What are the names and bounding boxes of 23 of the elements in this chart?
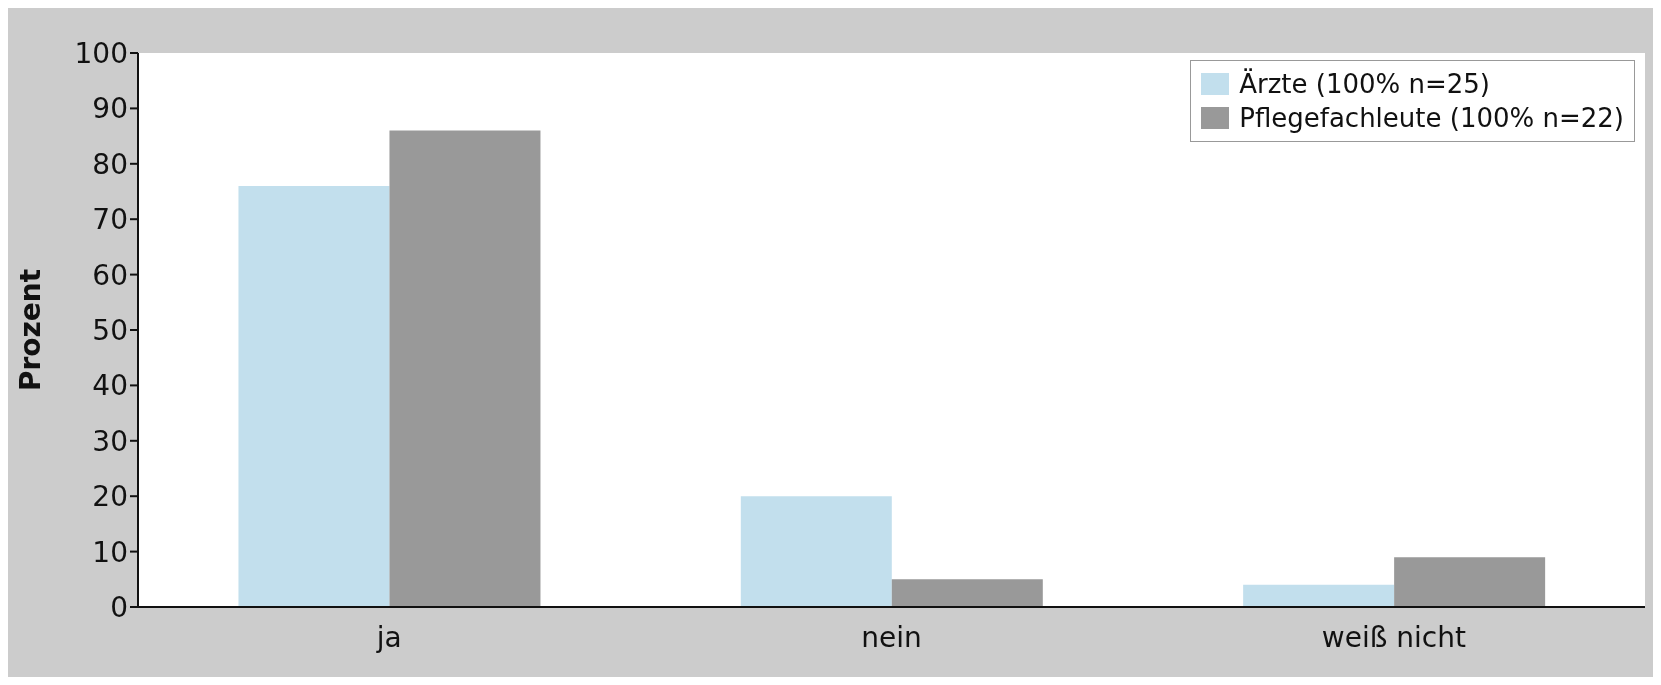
y-tick-label: 0 bbox=[110, 590, 128, 624]
y-tick-label: 90 bbox=[92, 92, 128, 126]
x-tick-label: nein bbox=[861, 620, 922, 654]
y-tick-label: 30 bbox=[92, 424, 128, 458]
bar bbox=[740, 496, 892, 607]
x-tick-label: ja bbox=[375, 620, 402, 654]
bar bbox=[1243, 584, 1395, 607]
y-axis-title: Prozent bbox=[13, 268, 47, 392]
x-tick-label: weiß nicht bbox=[1321, 620, 1466, 654]
y-tick-label: 80 bbox=[92, 147, 128, 181]
y-tick-label: 50 bbox=[92, 313, 128, 347]
y-tick-label: 60 bbox=[92, 258, 128, 292]
y-tick-label: 10 bbox=[92, 535, 128, 569]
legend-label: Pflegefachleute (100% n=22) bbox=[1239, 102, 1624, 135]
y-tick-label: 20 bbox=[92, 480, 128, 514]
bar bbox=[389, 130, 541, 607]
y-tick-label: 40 bbox=[92, 369, 128, 403]
bar bbox=[238, 185, 390, 607]
y-tick-label: 100 bbox=[74, 36, 128, 70]
legend-label: Ärzte (100% n=25) bbox=[1239, 67, 1491, 101]
y-tick-label: 70 bbox=[92, 203, 128, 237]
bar bbox=[891, 579, 1043, 607]
bar bbox=[1394, 557, 1546, 607]
